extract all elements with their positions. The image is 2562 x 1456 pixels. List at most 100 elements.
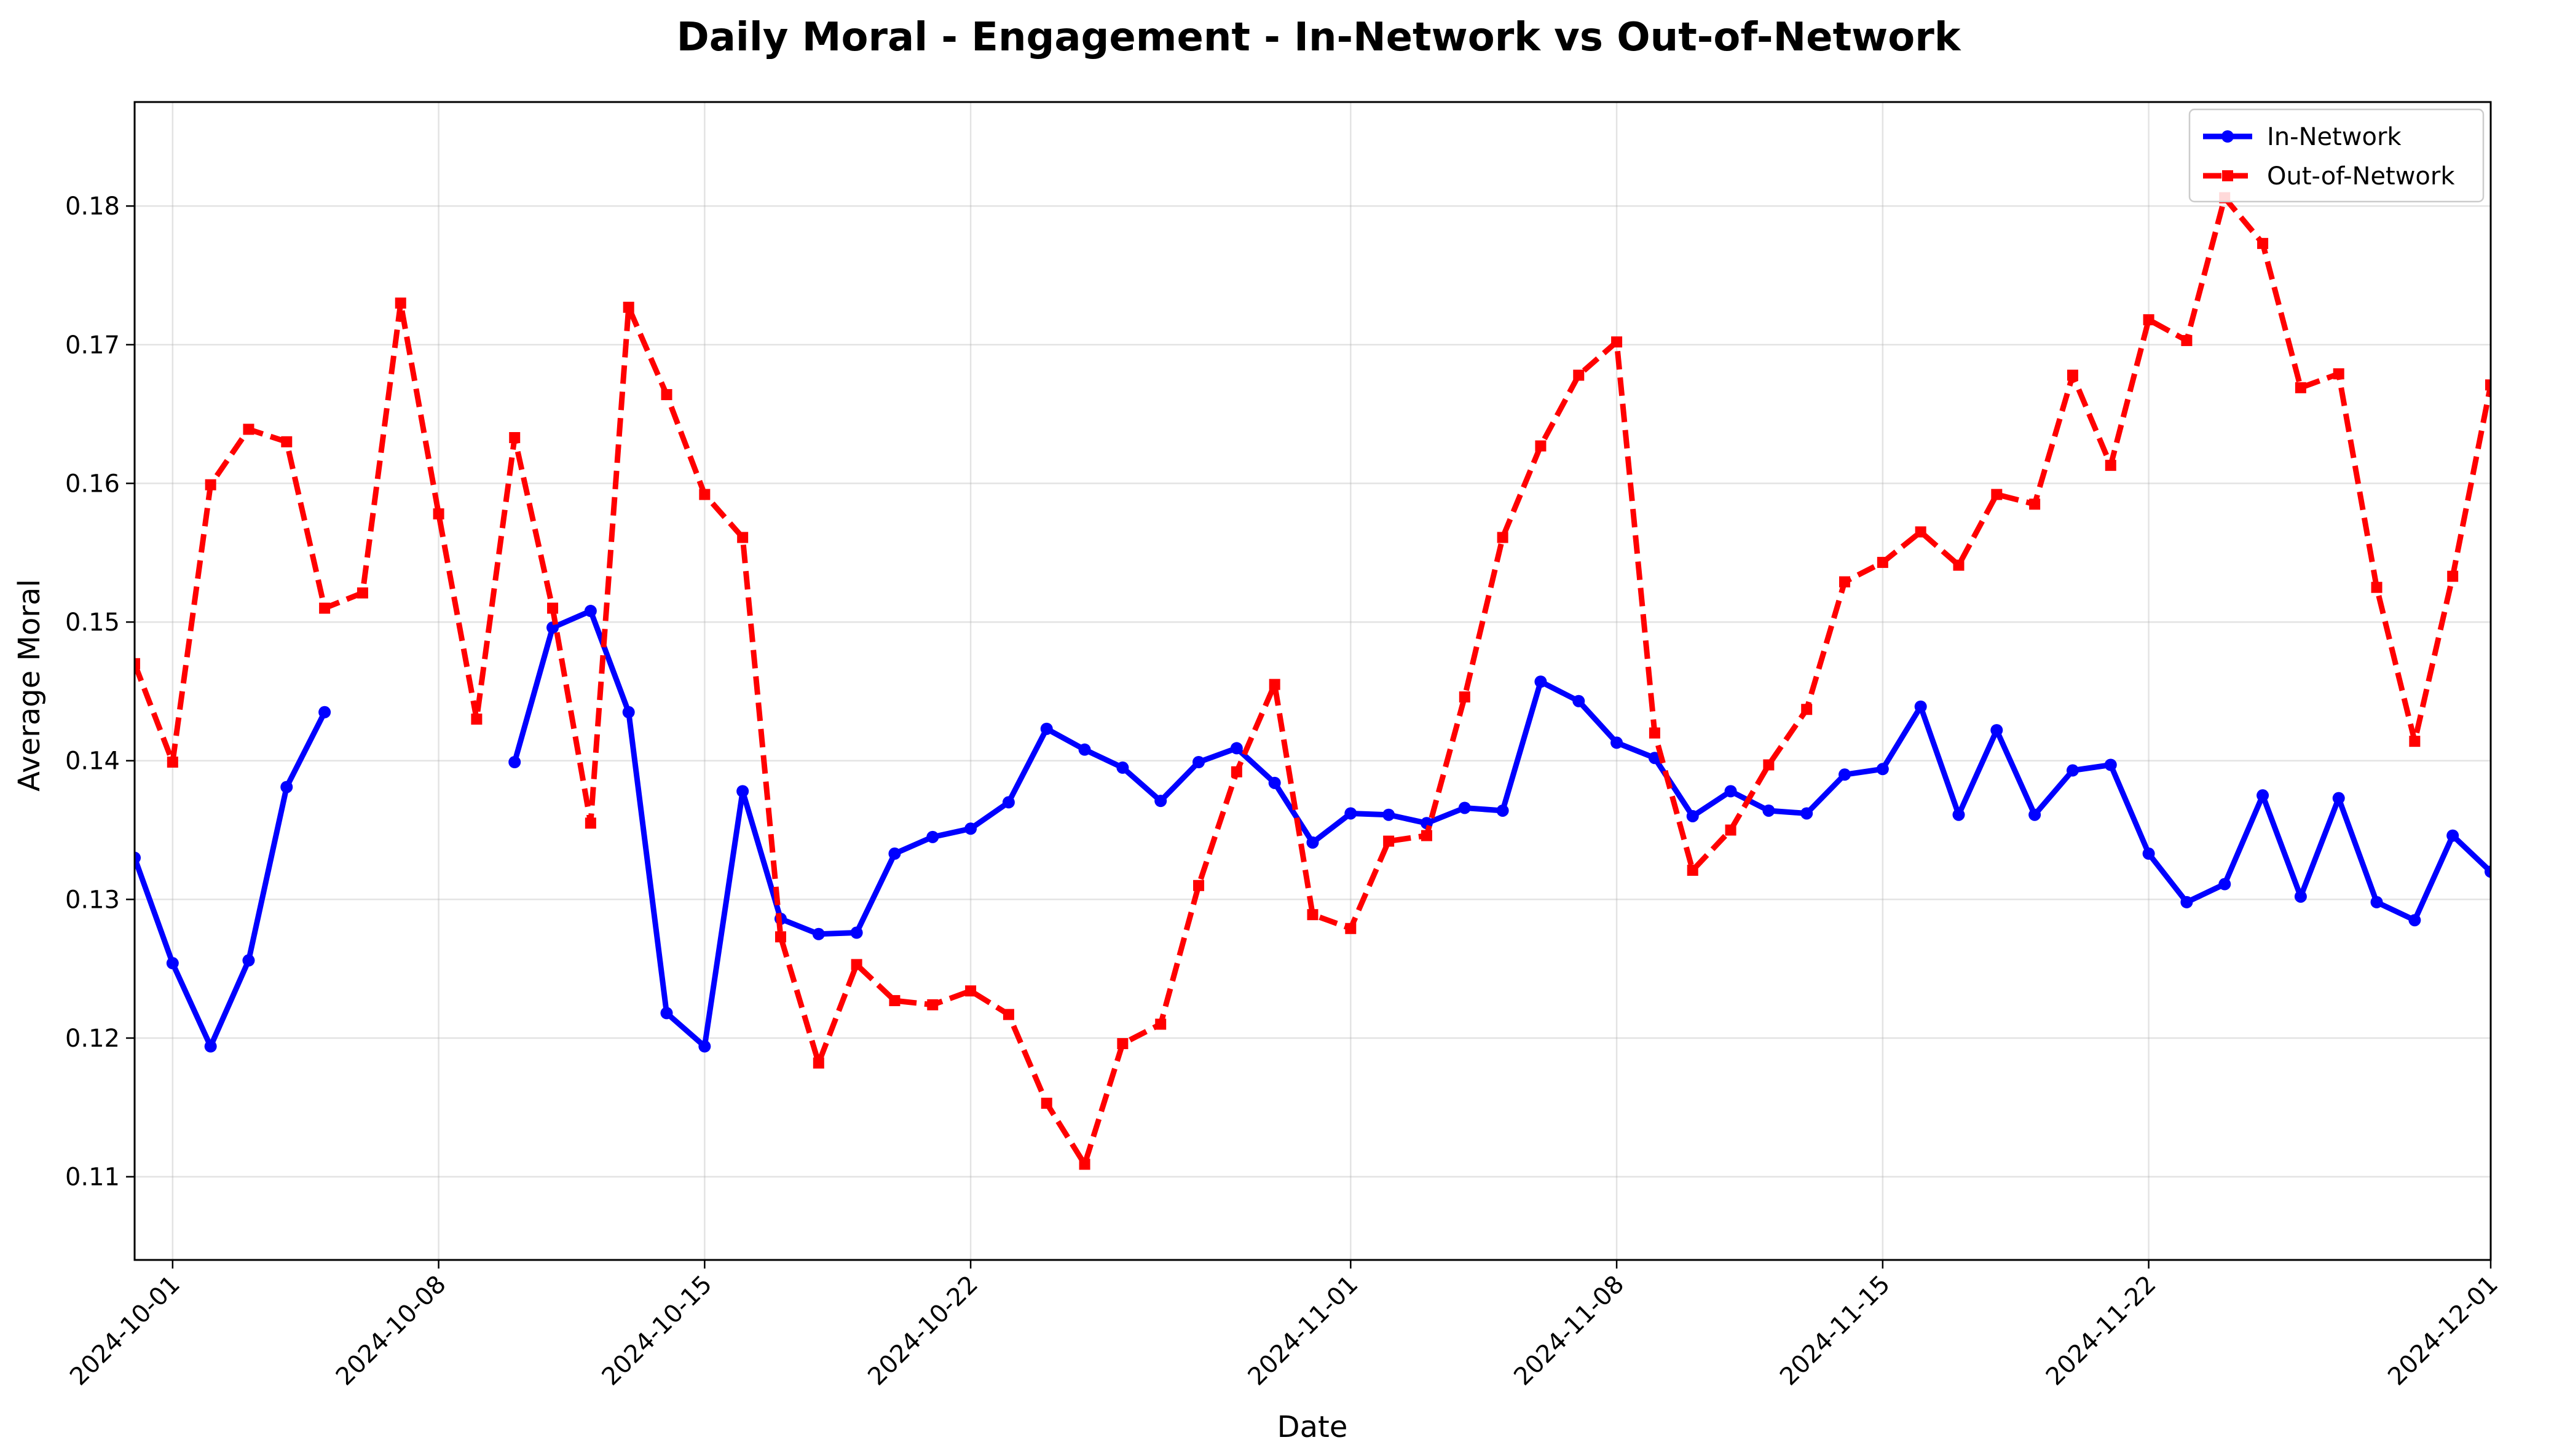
data-point xyxy=(1725,824,1736,836)
data-point xyxy=(585,817,596,829)
data-point xyxy=(1269,679,1280,690)
data-point xyxy=(2446,829,2459,842)
data-point xyxy=(1268,776,1281,789)
data-point xyxy=(2029,498,2041,510)
data-point xyxy=(1154,795,1167,808)
y-tick-label: 0.11 xyxy=(65,1163,120,1192)
legend-label: Out-of-Network xyxy=(2267,162,2455,191)
legend-marker xyxy=(2222,170,2233,181)
data-point xyxy=(1876,763,1889,776)
series-line xyxy=(135,608,2491,1049)
data-point xyxy=(1496,804,1509,817)
data-point xyxy=(2447,570,2459,582)
data-point xyxy=(2257,238,2269,250)
data-point xyxy=(1458,801,1471,814)
data-point xyxy=(965,985,977,997)
data-point xyxy=(1079,1159,1090,1170)
data-point xyxy=(1687,864,1698,876)
data-point xyxy=(1155,1018,1167,1030)
data-point xyxy=(2409,736,2421,747)
data-point xyxy=(1306,836,1319,849)
data-point xyxy=(204,1040,217,1053)
legend-label: In-Network xyxy=(2267,123,2402,151)
data-point xyxy=(1193,880,1205,891)
data-point xyxy=(623,301,634,313)
data-point xyxy=(698,1040,711,1053)
data-point xyxy=(1953,559,1965,571)
data-point xyxy=(2295,382,2306,393)
data-point xyxy=(660,1007,673,1020)
series-line xyxy=(135,195,2491,1167)
data-point xyxy=(1801,704,1813,715)
data-point xyxy=(2257,789,2269,802)
data-point xyxy=(1800,807,1813,820)
data-point xyxy=(1041,1098,1052,1109)
data-point xyxy=(1307,909,1318,921)
data-point xyxy=(1382,808,1395,821)
data-point xyxy=(661,389,672,401)
data-point xyxy=(2332,792,2345,805)
data-point xyxy=(1230,742,1243,755)
data-point xyxy=(813,1057,824,1069)
data-point xyxy=(1952,808,1965,821)
y-tick-label: 0.17 xyxy=(65,331,120,360)
data-point xyxy=(1762,804,1775,817)
data-point xyxy=(1877,557,1888,569)
data-point xyxy=(2485,379,2491,391)
data-point xyxy=(1610,736,1623,749)
data-point xyxy=(205,479,216,490)
data-point xyxy=(1648,752,1661,765)
y-axis: 0.11 0.12 0.13 0.14 0.15 0.16 0.17 0.18 xyxy=(65,192,135,1192)
data-point xyxy=(1231,766,1242,777)
data-point xyxy=(318,706,331,718)
data-point xyxy=(281,436,293,447)
y-tick-label: 0.13 xyxy=(65,886,120,914)
data-point xyxy=(2408,914,2421,927)
data-point xyxy=(135,851,141,864)
series-group xyxy=(135,192,2491,1170)
data-point xyxy=(2066,764,2079,777)
data-point xyxy=(851,959,862,970)
grid-lines xyxy=(135,102,2492,1260)
data-point xyxy=(2485,865,2491,878)
y-tick-label: 0.12 xyxy=(65,1025,120,1053)
data-point xyxy=(737,532,749,543)
data-point xyxy=(546,621,559,634)
data-point xyxy=(2294,890,2307,903)
data-point xyxy=(926,830,939,843)
data-point xyxy=(2028,808,2041,821)
data-point xyxy=(699,489,711,500)
x-tick-label: 2024-10-15 xyxy=(597,1270,718,1391)
x-tick-label: 2024-10-01 xyxy=(65,1270,186,1391)
data-point xyxy=(1573,369,1585,381)
x-axis: 2024-10-01 2024-10-08 2024-10-15 2024-10-22… xyxy=(65,1260,2504,1391)
data-point xyxy=(1040,722,1053,735)
data-point xyxy=(547,602,559,614)
x-tick-label: 2024-11-08 xyxy=(1508,1270,1630,1391)
data-point xyxy=(1839,768,1851,781)
data-point xyxy=(433,508,444,520)
data-point xyxy=(888,847,901,860)
data-point xyxy=(1686,809,1699,822)
data-point xyxy=(1611,336,1623,348)
legend-box xyxy=(2188,108,2485,203)
data-point xyxy=(775,931,786,943)
data-point xyxy=(1914,700,1927,713)
data-point xyxy=(1002,796,1015,809)
x-tick-label: 2024-11-15 xyxy=(1775,1270,1896,1391)
data-point xyxy=(1839,576,1851,588)
data-point xyxy=(2370,895,2383,908)
data-point xyxy=(1078,743,1091,756)
data-point xyxy=(812,927,825,940)
data-point xyxy=(1497,532,1508,543)
data-point xyxy=(2371,581,2383,593)
data-point xyxy=(584,605,597,618)
data-point xyxy=(1117,1038,1129,1050)
data-point xyxy=(2218,878,2231,891)
data-point xyxy=(242,954,255,967)
data-point xyxy=(1991,489,2003,500)
y-axis-label: Average Moral xyxy=(12,579,47,792)
series-out-of-network xyxy=(135,192,2491,1170)
data-point xyxy=(2105,460,2116,471)
